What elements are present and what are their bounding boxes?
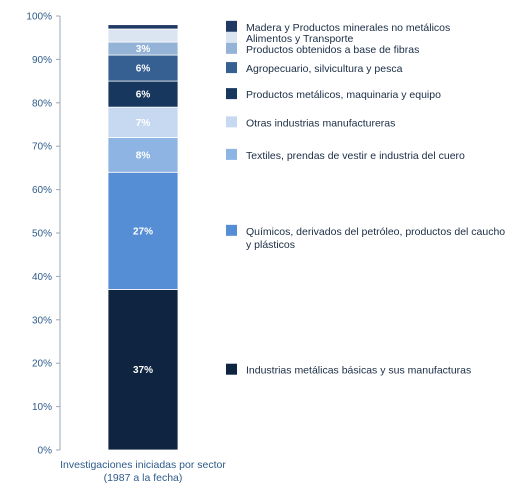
bar-segment <box>107 28 179 43</box>
y-tick-label: 30% <box>32 315 52 326</box>
legend-label: Productos metálicos, maquinaria y equipo <box>246 89 441 101</box>
legend-label: Textiles, prendas de vestir e industria … <box>246 150 465 162</box>
x-category-label: Investigaciones iniciadas por sector(198… <box>60 459 226 484</box>
legend-label: Madera y Productos minerales no metálico… <box>246 22 450 34</box>
segment-value-label: 7% <box>136 118 151 129</box>
legend-swatch <box>226 148 237 160</box>
legend-label: y plásticos <box>246 239 295 251</box>
legend-label: Químicos, derivados del petróleo, produc… <box>246 226 505 238</box>
y-tick-label: 80% <box>32 98 52 109</box>
legend-label: Agropecuario, silvicultura y pesca <box>246 63 403 75</box>
y-tick-label: 20% <box>32 359 52 370</box>
segment-labels: 37% 27% 8% 7% 6% 6% 3% <box>133 44 153 376</box>
x-category-label-line: (1987 a la fecha) <box>104 472 183 484</box>
legend-label: Productos obtenidos a base de fibras <box>246 44 419 56</box>
y-tick-label: 40% <box>32 272 52 283</box>
bar-segment <box>107 54 179 82</box>
y-tick-label: 70% <box>32 142 52 153</box>
segment-value-label: 3% <box>136 44 151 55</box>
segment-value-label: 37% <box>133 365 153 376</box>
legend-swatch <box>226 224 237 236</box>
stacked-bar <box>107 24 179 451</box>
legend-swatch <box>226 88 237 100</box>
y-tick-label: 50% <box>32 229 52 240</box>
y-tick-label: 0% <box>38 446 53 457</box>
y-tick-label: 60% <box>32 185 52 196</box>
legend-swatch <box>226 116 237 128</box>
y-tick-label: 100% <box>26 12 52 23</box>
segment-value-label: 6% <box>136 90 151 101</box>
segment-value-label: 8% <box>136 150 151 161</box>
legend-swatch <box>226 20 237 32</box>
legend-swatch <box>226 42 237 54</box>
legend-swatch <box>226 62 237 74</box>
x-category-label-line: Investigaciones iniciadas por sector <box>60 459 226 471</box>
bar-segment <box>107 289 179 451</box>
y-axis: 0% 10% 20% 30% 40% 50% 60% 70% 80% 90% 100% <box>26 12 61 457</box>
legend-label: Industrias metálicas básicas y sus manuf… <box>246 365 471 377</box>
y-tick-label: 10% <box>32 402 52 413</box>
legend-label: Otras industrias manufactureras <box>246 117 395 129</box>
legend-label: Alimentos y Transporte <box>246 33 354 45</box>
legend-swatch <box>226 363 237 375</box>
segment-value-label: 27% <box>133 226 153 237</box>
bar-segment <box>107 24 179 30</box>
bar-segment <box>107 80 179 108</box>
legend-swatch <box>226 31 237 43</box>
segment-value-label: 6% <box>136 64 151 75</box>
legend: Madera y Productos minerales no metálico… <box>226 20 505 377</box>
y-tick-label: 90% <box>32 55 52 66</box>
bar-segment <box>107 171 179 290</box>
